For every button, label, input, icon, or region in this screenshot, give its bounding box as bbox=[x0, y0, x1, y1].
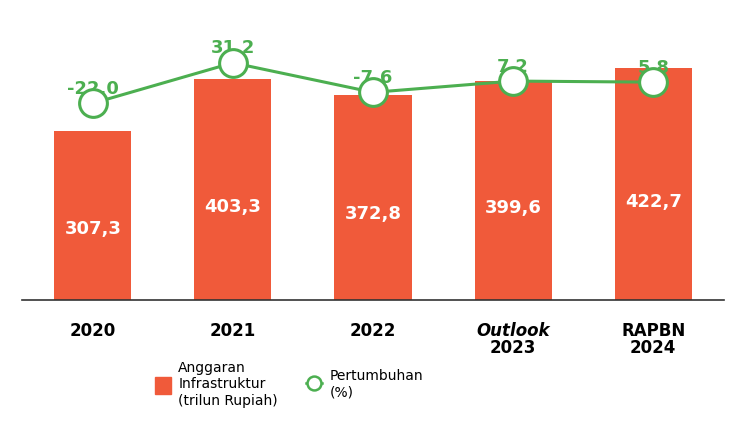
Text: 307,3: 307,3 bbox=[64, 220, 121, 238]
Text: 7,2: 7,2 bbox=[497, 58, 529, 76]
Text: 2020: 2020 bbox=[69, 321, 116, 339]
Bar bbox=[334, 95, 412, 300]
Text: 5,8: 5,8 bbox=[637, 59, 669, 77]
Text: 399,6: 399,6 bbox=[485, 199, 542, 217]
Text: RAPBN: RAPBN bbox=[621, 321, 686, 339]
Bar bbox=[195, 79, 272, 300]
Text: 422,7: 422,7 bbox=[625, 193, 682, 211]
Text: -22,0: -22,0 bbox=[67, 80, 119, 98]
Text: 2022: 2022 bbox=[350, 321, 396, 339]
Text: 403,3: 403,3 bbox=[204, 198, 261, 216]
Bar bbox=[54, 131, 131, 300]
Bar bbox=[474, 81, 551, 300]
Text: -7,6: -7,6 bbox=[354, 69, 392, 87]
Text: 2021: 2021 bbox=[210, 321, 256, 339]
Text: 2024: 2024 bbox=[630, 339, 677, 357]
Legend: Anggaran
Infrastruktur
(trilun Rupiah), Pertumbuhan
(%): Anggaran Infrastruktur (trilun Rupiah), … bbox=[149, 356, 428, 413]
Text: 31,2: 31,2 bbox=[210, 39, 255, 57]
Text: Outlook: Outlook bbox=[477, 321, 550, 339]
Text: 372,8: 372,8 bbox=[345, 205, 401, 223]
Text: 2023: 2023 bbox=[490, 339, 536, 357]
Bar bbox=[615, 68, 692, 300]
